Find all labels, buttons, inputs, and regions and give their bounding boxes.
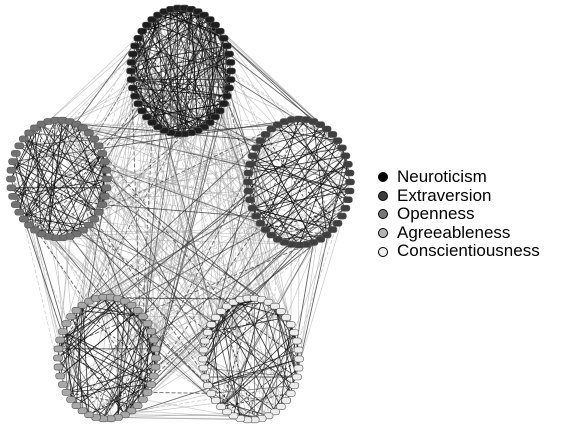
legend-label: Neuroticism bbox=[397, 167, 487, 186]
cluster-openness bbox=[6, 116, 112, 242]
legend-label: Conscientiousness bbox=[397, 241, 540, 261]
legend-label: Extraversion bbox=[397, 185, 492, 205]
legend-item-openness: Openness bbox=[378, 205, 540, 224]
legend-item-conscientiousness: Conscientiousness bbox=[378, 242, 540, 261]
cluster-extraversion bbox=[243, 115, 355, 249]
legend: Neuroticism Extraversion Openness Agreea… bbox=[378, 167, 540, 261]
cluster-nodes bbox=[6, 4, 355, 424]
legend-label: Agreeableness bbox=[397, 222, 511, 242]
legend-item-agreeableness: Agreeableness bbox=[378, 222, 540, 243]
legend-marker bbox=[378, 209, 388, 220]
cluster-conscientiousness bbox=[198, 294, 304, 424]
legend-marker bbox=[378, 172, 388, 183]
cluster-neuroticism bbox=[126, 4, 236, 138]
legend-item-neuroticism: Neuroticism bbox=[378, 167, 540, 187]
legend-marker bbox=[378, 190, 388, 201]
cluster-agreeableness bbox=[53, 293, 161, 423]
legend-label: Openness bbox=[397, 204, 475, 224]
legend-marker bbox=[378, 228, 388, 239]
legend-item-extraversion: Extraversion bbox=[378, 185, 540, 206]
legend-marker bbox=[378, 246, 388, 257]
within-cluster-edges bbox=[10, 7, 351, 421]
